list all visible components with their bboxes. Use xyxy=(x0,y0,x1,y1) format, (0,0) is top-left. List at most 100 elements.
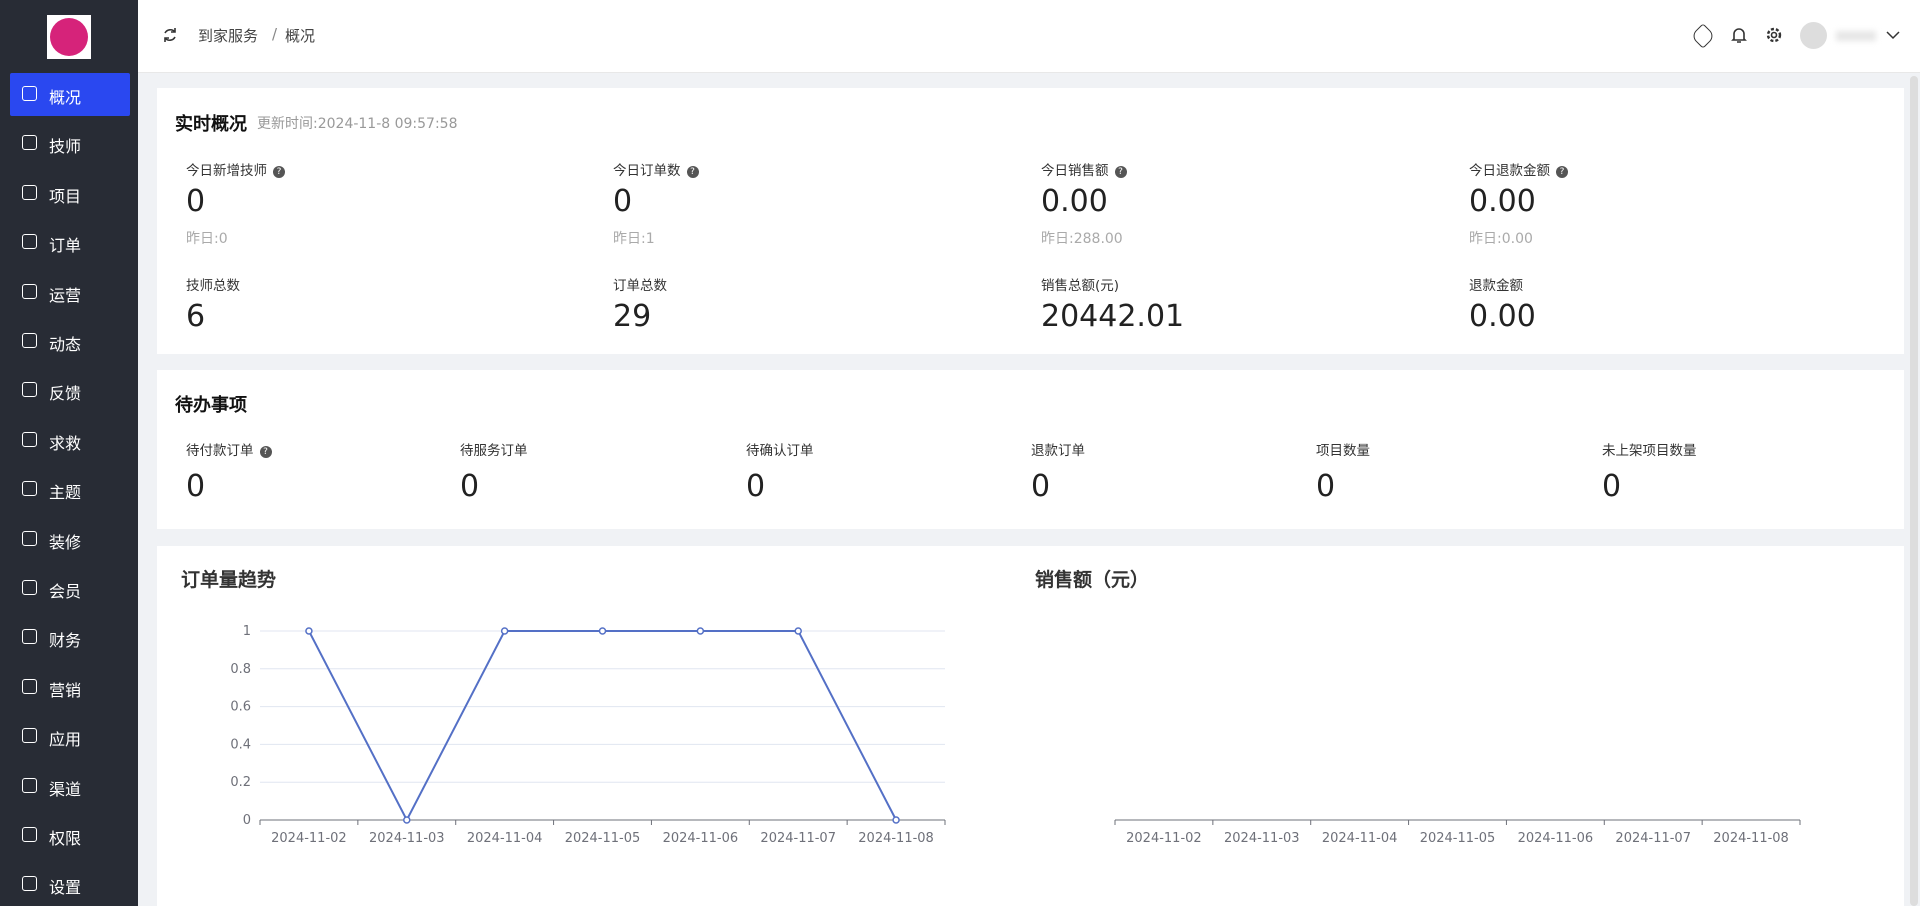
breadcrumb-item[interactable]: 到家服务 xyxy=(198,27,259,45)
y-tick-label: 0.6 xyxy=(230,700,251,715)
stat-yesterday: 昨日:288.00 xyxy=(1041,231,1123,247)
menu-icon xyxy=(22,678,37,694)
menu-item[interactable]: 运营 xyxy=(49,285,82,305)
x-tick-label: 2024-11-02 xyxy=(271,831,347,846)
x-tick-label: 2024-11-07 xyxy=(760,831,836,846)
total-label: 退款金额 xyxy=(1469,278,1523,294)
menu-icon xyxy=(22,728,37,744)
x-tick-label: 2024-11-07 xyxy=(1615,831,1691,846)
menu-icon xyxy=(22,827,37,842)
menu-item[interactable]: 装修 xyxy=(49,532,82,552)
todo-value: 0 xyxy=(1602,469,1622,504)
data-point xyxy=(696,627,705,635)
y-tick-label: 0.2 xyxy=(230,775,251,790)
help-icon[interactable]: ? xyxy=(686,166,699,178)
stat-value: 0 xyxy=(613,184,633,219)
realtime-card xyxy=(157,88,1904,354)
data-point xyxy=(598,627,607,635)
y-tick-label: 0.4 xyxy=(230,737,251,752)
menu-item[interactable]: 求救 xyxy=(49,433,82,453)
menu-icon xyxy=(22,234,37,250)
y-tick-label: 0.8 xyxy=(230,662,251,677)
menu-icon xyxy=(22,530,37,546)
stat-label: 今日退款金额? xyxy=(1469,159,1568,179)
x-tick-label: 2024-11-03 xyxy=(1224,831,1300,846)
menu-icon xyxy=(22,333,37,348)
help-icon[interactable]: ? xyxy=(259,446,272,458)
menu-icon xyxy=(22,283,37,299)
line-series xyxy=(308,630,897,823)
x-tick-label: 2024-11-06 xyxy=(663,831,739,846)
todo-label[interactable]: 项目数量 xyxy=(1316,443,1370,459)
breadcrumb-item: 概况 xyxy=(285,27,316,45)
menu-icon xyxy=(22,382,37,398)
section-title: 实时概况 xyxy=(175,114,247,135)
y-tick-label: 0 xyxy=(243,813,251,828)
total-value: 20442.01 xyxy=(1041,299,1185,334)
help-icon[interactable]: ? xyxy=(1556,166,1568,178)
total-value: 29 xyxy=(613,299,652,334)
menu-item[interactable]: 设置 xyxy=(49,878,82,898)
data-point xyxy=(500,627,509,635)
menu-item[interactable]: 应用 xyxy=(49,730,82,750)
todo-value: 0 xyxy=(186,469,206,504)
menu-icon xyxy=(22,86,37,101)
x-tick-label: 2024-11-04 xyxy=(467,831,543,846)
x-tick-label: 2024-11-05 xyxy=(1420,831,1496,846)
stat-yesterday: 昨日:1 xyxy=(613,231,655,247)
todo-label[interactable]: 退款订单 xyxy=(1031,443,1085,459)
total-label: 销售总额(元) xyxy=(1041,278,1120,294)
total-value: 6 xyxy=(186,299,206,334)
x-tick-label: 2024-11-05 xyxy=(565,831,641,846)
todo-label[interactable]: 未上架项目数量 xyxy=(1602,443,1697,459)
menu-item[interactable]: 营销 xyxy=(49,680,82,700)
help-icon[interactable]: ? xyxy=(1114,166,1127,178)
stat-value: 0.00 xyxy=(1041,184,1108,219)
todo-label[interactable]: 待付款订单? xyxy=(186,439,272,459)
menu-icon xyxy=(22,629,37,645)
menu-icon xyxy=(22,135,37,151)
bell-icon[interactable] xyxy=(1730,26,1748,44)
stat-value: 0.00 xyxy=(1469,184,1536,219)
menu-item[interactable]: 主题 xyxy=(49,483,82,503)
todo-value: 0 xyxy=(1316,469,1336,504)
menu-item[interactable]: 会员 xyxy=(49,582,82,601)
breadcrumb-separator: / xyxy=(272,25,278,43)
scrollbar[interactable] xyxy=(1910,76,1918,906)
sidebar: 概况技师项目订单运营动态反馈求救主题装修会员财务营销应用渠道权限设置 xyxy=(0,0,138,906)
total-label: 技师总数 xyxy=(186,278,240,294)
menu-icon xyxy=(22,777,37,793)
x-tick-label: 2024-11-08 xyxy=(858,831,934,846)
data-point xyxy=(892,816,900,824)
avatar[interactable] xyxy=(1800,22,1827,49)
settings-icon[interactable] xyxy=(1765,26,1783,44)
menu-icon xyxy=(22,431,37,447)
menu-item[interactable]: 动态 xyxy=(49,335,82,354)
menu-item[interactable]: 订单 xyxy=(49,236,82,256)
x-tick-label: 2024-11-03 xyxy=(369,831,445,846)
section-title: 待办事项 xyxy=(175,395,247,416)
menu-item[interactable]: 渠道 xyxy=(49,779,82,799)
chart-title: 销售额（元） xyxy=(1035,568,1149,591)
dropdown-chevron[interactable] xyxy=(1885,29,1901,41)
menu-item[interactable]: 财务 xyxy=(49,631,82,651)
menu-item[interactable]: 项目 xyxy=(49,186,82,206)
menu-item[interactable]: 反馈 xyxy=(49,384,82,404)
chart-card xyxy=(157,546,1904,906)
todo-label[interactable]: 待确认订单 xyxy=(746,443,814,459)
help-icon[interactable]: ? xyxy=(273,166,285,178)
stat-label: 今日订单数? xyxy=(613,159,699,179)
todo-card xyxy=(157,370,1904,529)
menu-item[interactable]: 技师 xyxy=(49,137,82,157)
menu-item[interactable]: 概况 xyxy=(49,88,82,107)
total-label: 订单总数 xyxy=(613,278,667,294)
todo-label[interactable]: 待服务订单 xyxy=(460,443,528,459)
menu-item[interactable]: 权限 xyxy=(49,829,82,848)
menu-icon xyxy=(22,580,37,595)
refresh-icon[interactable] xyxy=(162,27,178,43)
data-point xyxy=(305,627,313,635)
x-tick-label: 2024-11-08 xyxy=(1713,831,1789,846)
menu-icon xyxy=(22,481,37,497)
